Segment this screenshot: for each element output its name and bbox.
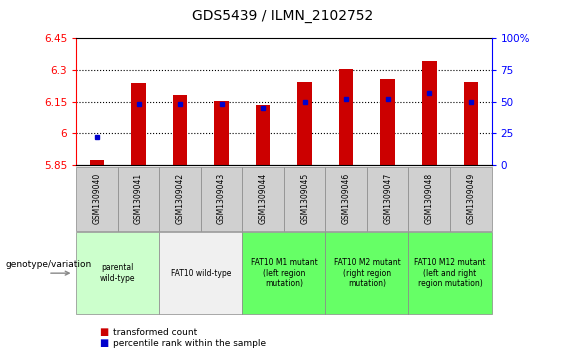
Text: GSM1309044: GSM1309044 <box>259 173 268 224</box>
Text: GSM1309042: GSM1309042 <box>176 173 185 224</box>
Text: parental
wild-type: parental wild-type <box>100 264 136 283</box>
Text: GSM1309048: GSM1309048 <box>425 173 434 224</box>
Bar <box>131 83 146 165</box>
Text: ■: ■ <box>99 327 108 337</box>
Text: GSM1309049: GSM1309049 <box>466 173 475 224</box>
Text: FAT10 M12 mutant
(left and right
region mutation): FAT10 M12 mutant (left and right region … <box>414 258 486 288</box>
Bar <box>90 160 105 165</box>
Text: GSM1309040: GSM1309040 <box>93 173 102 224</box>
Text: GSM1309043: GSM1309043 <box>217 173 226 224</box>
Text: ■: ■ <box>99 338 108 348</box>
Text: FAT10 M1 mutant
(left region
mutation): FAT10 M1 mutant (left region mutation) <box>250 258 318 288</box>
Bar <box>422 61 437 165</box>
Text: genotype/variation: genotype/variation <box>6 260 92 269</box>
Bar <box>380 79 395 165</box>
Text: GSM1309045: GSM1309045 <box>300 173 309 224</box>
Text: GSM1309047: GSM1309047 <box>383 173 392 224</box>
Bar <box>297 82 312 165</box>
Bar <box>339 69 354 165</box>
Text: FAT10 M2 mutant
(right region
mutation): FAT10 M2 mutant (right region mutation) <box>333 258 401 288</box>
Text: percentile rank within the sample: percentile rank within the sample <box>113 339 266 347</box>
Text: FAT10 wild-type: FAT10 wild-type <box>171 269 231 278</box>
Text: GSM1309041: GSM1309041 <box>134 173 143 224</box>
Text: GSM1309046: GSM1309046 <box>342 173 351 224</box>
Bar <box>463 82 478 165</box>
Text: transformed count: transformed count <box>113 328 197 337</box>
Bar <box>173 95 188 165</box>
Text: GDS5439 / ILMN_2102752: GDS5439 / ILMN_2102752 <box>192 9 373 23</box>
Bar <box>214 101 229 165</box>
Bar <box>256 105 271 165</box>
